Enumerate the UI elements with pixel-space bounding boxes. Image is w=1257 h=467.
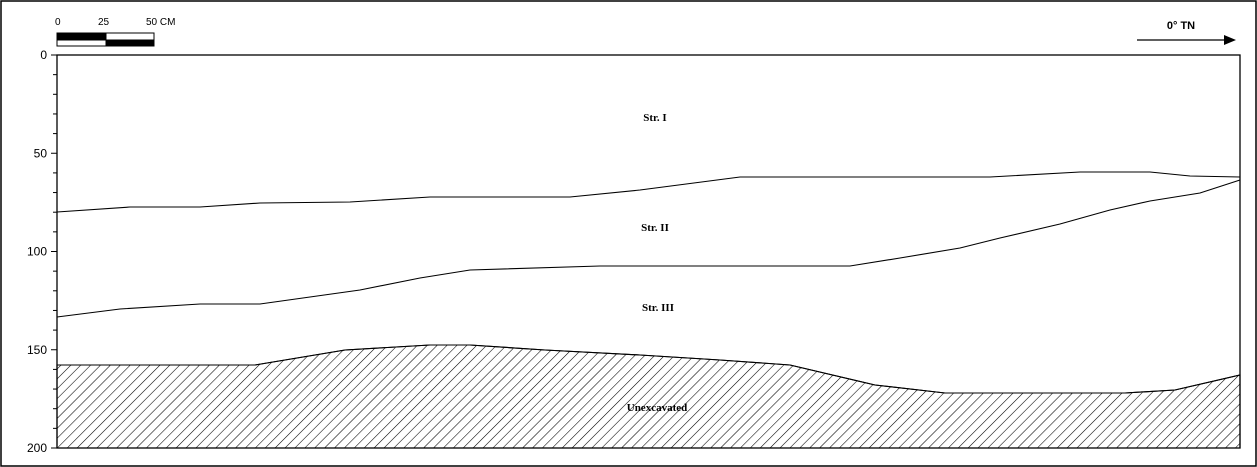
north-arrow-head-icon: [1224, 35, 1236, 45]
depth-tick-label: 50: [34, 146, 48, 160]
scale-bar-outline: [56, 32, 155, 47]
stratum-label-str-i: Str. I: [643, 112, 666, 124]
boundary-str-iii-unexcavated: [57, 344, 1241, 394]
depth-tick-label: 200: [27, 441, 47, 455]
depth-tick-label: 0: [40, 48, 47, 62]
north-arrow-label: 0° TN: [1167, 20, 1195, 32]
depth-tick-label: 100: [27, 245, 47, 259]
scale-bar-segment-black-2: [106, 40, 154, 46]
scale-bar-segment-black-1: [57, 33, 106, 40]
scale-label-0: 0: [55, 17, 61, 28]
scale-label-25: 25: [98, 17, 110, 28]
stratum-label-str-iii: Str. III: [642, 302, 674, 314]
depth-axis: 0 50 100 150 200: [27, 48, 57, 455]
scale-bar-segment-white-2: [56, 39, 107, 47]
north-arrow: 0° TN: [1137, 20, 1236, 45]
scale-bar: 0 25 50 CM: [55, 17, 175, 47]
boundary-str-i-str-ii: [56, 171, 1241, 213]
depth-tick-label: 150: [27, 343, 47, 357]
scale-bar-segment-white-1: [105, 32, 155, 41]
stratum-label-str-ii: Str. II: [641, 222, 669, 234]
scale-label-50: 50 CM: [146, 17, 175, 28]
stratum-label-unexcavated: Unexcavated: [627, 402, 688, 414]
boundary-str-ii-str-iii: [56, 179, 1241, 318]
